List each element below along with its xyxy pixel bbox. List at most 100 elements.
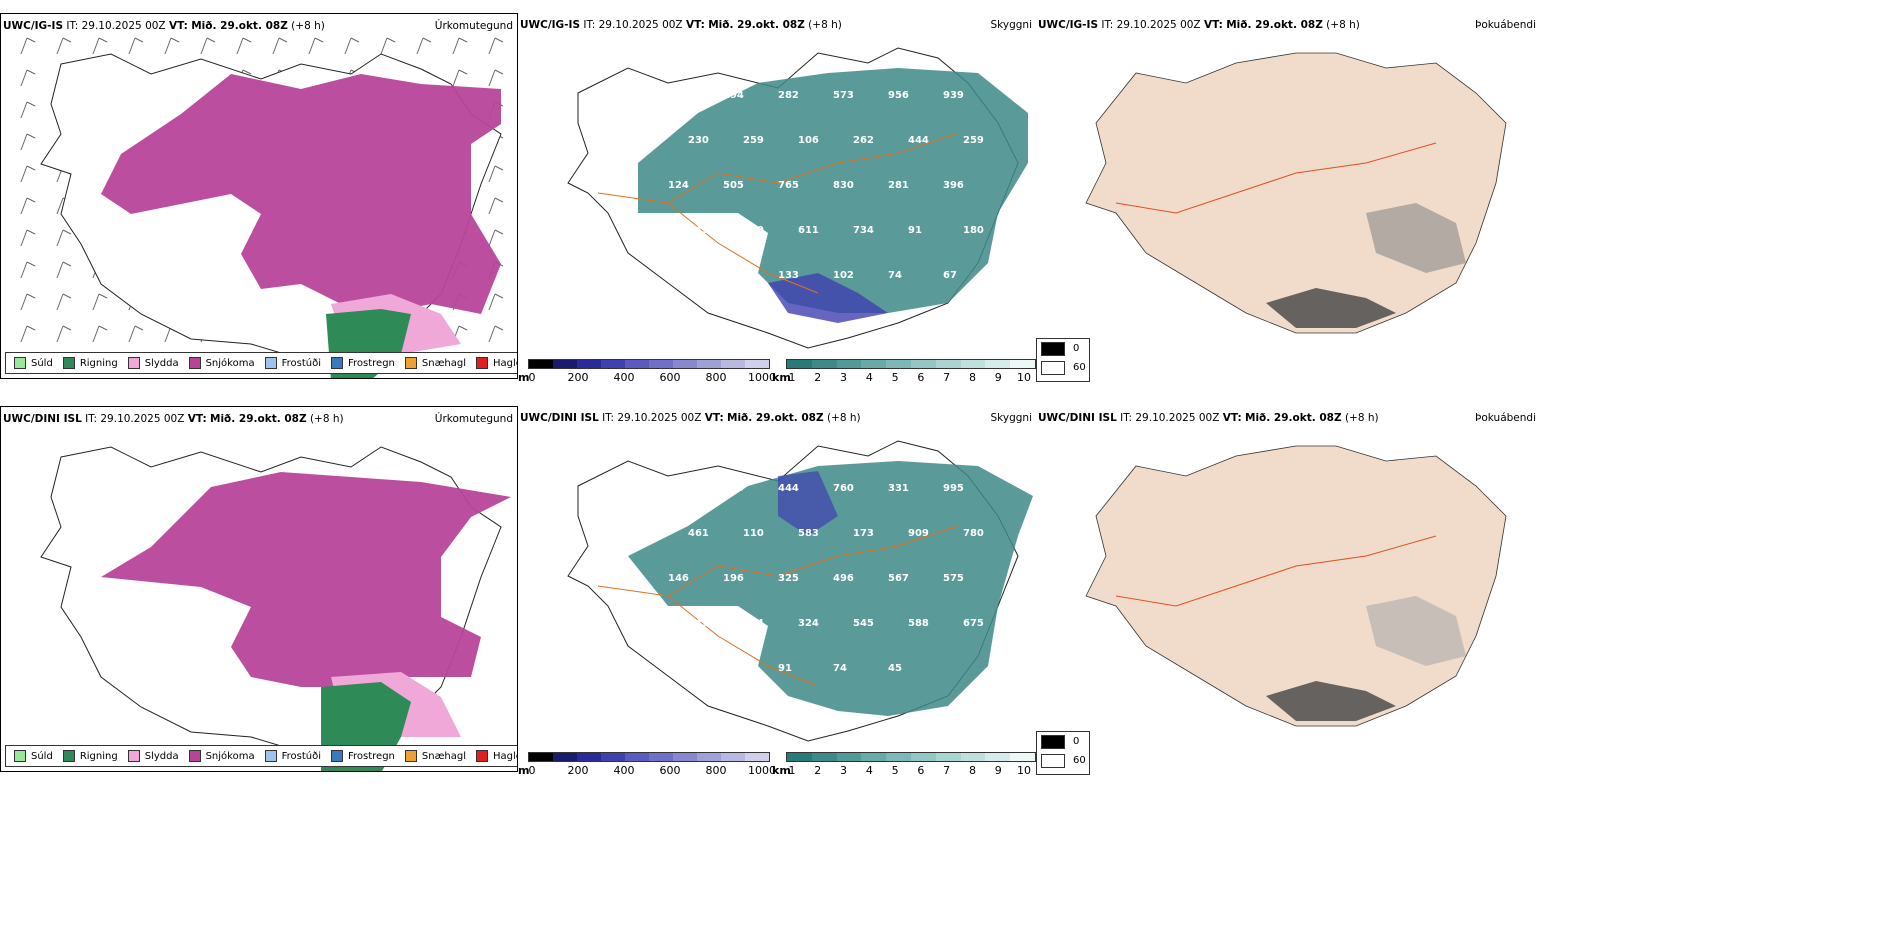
colorbar-tick: 8 bbox=[968, 764, 976, 777]
cloud-base-label: 760 bbox=[833, 483, 854, 494]
cloud-base-label: 124 bbox=[743, 618, 764, 629]
colorbar-segment bbox=[649, 360, 673, 368]
wind-barb bbox=[20, 261, 36, 279]
wind-barb bbox=[20, 293, 36, 311]
visibility-field bbox=[638, 68, 1028, 313]
colorbar-segment bbox=[577, 753, 601, 761]
legend-item: Rigning bbox=[62, 750, 118, 762]
cloud-base-label: 396 bbox=[943, 180, 964, 191]
legend-label: Súld bbox=[31, 357, 53, 369]
cloud-base-label: 331 bbox=[888, 483, 909, 494]
colorbar-tick: 7 bbox=[943, 371, 951, 384]
cloud-base-label: 995 bbox=[943, 483, 964, 494]
legend-swatch bbox=[264, 357, 277, 369]
cloud-base-label: 262 bbox=[853, 135, 874, 146]
cloud-base-label: 294 bbox=[723, 90, 744, 101]
colorbar-segment bbox=[529, 753, 553, 761]
colorbar-segment bbox=[910, 360, 936, 368]
cloud-base-label: 91 bbox=[908, 225, 922, 236]
colorbar-segment bbox=[811, 753, 837, 761]
wind-barb bbox=[56, 261, 72, 279]
cloud-base-label: 62 bbox=[723, 270, 737, 281]
colorbar-tick: 1 bbox=[788, 371, 796, 384]
cloud-base-label: 155 bbox=[668, 270, 689, 281]
header-ig-cloud: UWC/IG-IS IT: 29.10.2025 00Z VT: Mið. 29… bbox=[520, 19, 842, 31]
legend-swatch bbox=[62, 357, 75, 369]
wind-barb bbox=[488, 165, 504, 183]
colorbar-tick: 4 bbox=[865, 371, 873, 384]
wind-barb bbox=[20, 69, 36, 87]
panel-title-cloud: Skyggni bbox=[990, 19, 1033, 31]
cloud-base-label: 675 bbox=[963, 618, 984, 629]
wind-barb bbox=[488, 37, 504, 55]
cloud-base-label: 596 bbox=[668, 663, 689, 674]
colorbar-segment bbox=[649, 753, 673, 761]
legend-swatch bbox=[188, 357, 201, 369]
legend-swatch bbox=[331, 357, 343, 369]
wind-barb bbox=[20, 197, 36, 215]
colorbar-segment bbox=[811, 360, 837, 368]
wind-barb bbox=[344, 37, 360, 55]
cloud-base-label: 505 bbox=[723, 180, 744, 191]
colorbar-segment bbox=[886, 360, 911, 368]
cloud-base-label: 67 bbox=[943, 270, 957, 281]
fog-key: 0 60 bbox=[1036, 731, 1090, 775]
colorbar-segment bbox=[960, 753, 986, 761]
header-ig-fog: UWC/IG-IS IT: 29.10.2025 00Z VT: Mið. 29… bbox=[1038, 19, 1360, 31]
wind-barb bbox=[488, 197, 504, 215]
legend-item: Frostregn bbox=[331, 750, 395, 762]
fog-dark bbox=[1266, 681, 1396, 721]
colorbar-tick: 800 bbox=[705, 371, 727, 384]
wind-barb bbox=[452, 37, 468, 55]
wind-barb bbox=[20, 37, 36, 55]
precip-type-map bbox=[20, 37, 504, 378]
legend-label: Snjókoma bbox=[205, 750, 255, 762]
road-network bbox=[597, 132, 959, 294]
wind-barb bbox=[20, 101, 36, 119]
colorbar-segment bbox=[836, 753, 862, 761]
wind-barb bbox=[20, 133, 36, 151]
cloud-base-label: 196 bbox=[723, 573, 744, 584]
colorbar-segment bbox=[529, 360, 553, 368]
colorbar-segment bbox=[745, 753, 769, 761]
legend-swatch bbox=[127, 357, 140, 369]
cloud-base-label: 765 bbox=[778, 180, 799, 191]
legend-item: Snæhagl bbox=[404, 750, 466, 762]
wind-barb bbox=[488, 69, 504, 87]
wind-barb bbox=[272, 37, 288, 55]
cloud-base-label: 994 bbox=[668, 483, 689, 494]
colorbar-tick: 0 bbox=[528, 764, 536, 777]
cloud-base-label: 545 bbox=[853, 618, 874, 629]
cloud-base-label: 830 bbox=[833, 180, 854, 191]
wind-barb bbox=[236, 37, 252, 55]
colorbar-segment bbox=[836, 360, 862, 368]
colorbar-tick: 5 bbox=[891, 371, 899, 384]
colorbar-tick: 10 bbox=[1017, 764, 1031, 777]
fog-medium bbox=[1366, 596, 1466, 666]
colorbar-tick: 5 bbox=[891, 764, 899, 777]
colorbar-segment bbox=[886, 753, 911, 761]
precip-legend: Súld Rigning Slydda Snjókoma Frostúði Frostre… bbox=[5, 352, 517, 374]
colorbar-segment bbox=[577, 360, 601, 368]
legend-item: Frostregn bbox=[331, 357, 395, 369]
colorbar-segment bbox=[721, 360, 745, 368]
road-network bbox=[597, 525, 959, 687]
legend-label: Snæhagl bbox=[421, 357, 467, 369]
colorbar-tick: 200 bbox=[567, 371, 589, 384]
colorbar-segment bbox=[625, 360, 649, 368]
cloud-base-label: 444 bbox=[778, 483, 799, 494]
legend-item: Haglél bbox=[476, 357, 517, 369]
cloud-base-label: 91 bbox=[778, 663, 792, 674]
cloud-base-label: 780 bbox=[963, 528, 984, 539]
cloud-base-label: 180 bbox=[963, 225, 984, 236]
cloud-base-label: 45 bbox=[888, 663, 902, 674]
wind-barb bbox=[164, 37, 180, 55]
colorbar-segment bbox=[697, 360, 721, 368]
wind-barb bbox=[56, 293, 72, 311]
precip-legend: Súld Rigning Slydda Snjókoma Frostúði Frostre… bbox=[5, 745, 517, 767]
legend-swatch bbox=[264, 750, 277, 762]
colorbar-vis-km: km 1 2 3 4 5 6 7 8 9 10 bbox=[772, 750, 1036, 786]
colorbar-tick: 8 bbox=[968, 371, 976, 384]
panel-title-cloud: Skyggni bbox=[990, 412, 1033, 424]
cloud-base-label: 734 bbox=[853, 225, 874, 236]
